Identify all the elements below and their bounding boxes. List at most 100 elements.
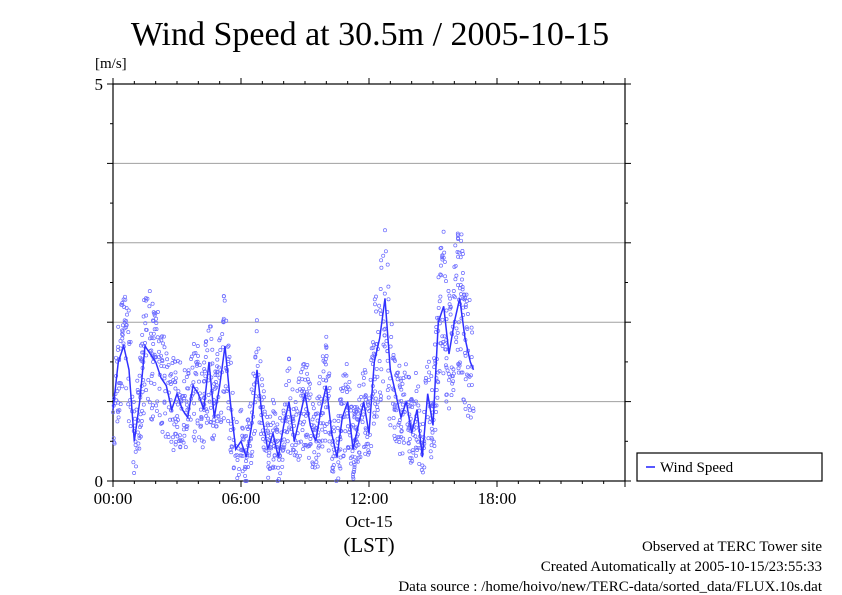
sample-point [220,345,225,350]
sample-point [408,456,413,461]
sample-point [249,387,254,392]
sample-point [464,299,469,304]
sample-point [338,398,343,402]
sample-point [433,427,438,432]
sample-point [294,453,299,458]
sample-point [192,429,197,434]
sample-point [135,430,140,435]
sample-point [254,350,259,355]
sample-point [343,382,348,387]
sample-point [444,308,449,313]
sample-point [138,425,142,430]
sample-point [377,359,382,364]
sample-point [230,445,234,450]
sample-point [455,347,460,352]
sample-point [414,453,418,458]
sample-point [413,434,418,439]
sample-point [173,442,178,447]
sample-point [366,452,371,457]
sample-point [451,289,456,293]
sample-point [448,374,453,379]
sample-point [400,402,405,407]
sample-point [298,439,303,444]
sample-point [126,330,131,335]
sample-point [177,393,182,398]
sample-point [327,373,331,378]
sample-point [226,419,231,423]
sample-point [456,320,461,325]
sample-point [150,417,154,422]
sample-point [436,305,441,310]
sample-point [408,403,413,408]
sample-point [302,362,307,366]
sample-point [406,374,411,379]
sample-point [189,354,194,359]
sample-point [361,412,366,417]
sample-point [285,368,290,373]
sample-point [254,329,259,334]
sample-point [449,393,454,398]
sample-point [368,377,373,382]
sample-point [435,395,440,400]
sample-point [165,432,170,437]
sample-point [151,342,156,346]
sample-point [444,365,449,370]
sample-point [392,406,397,411]
sample-point [215,373,220,378]
sample-point [461,397,466,402]
sample-point [440,257,445,262]
sample-point [202,367,207,372]
sample-point [383,228,387,233]
sample-point [175,434,180,439]
sample-point [227,436,232,441]
sample-point [470,330,475,335]
sample-point [426,436,431,441]
sample-point [324,354,329,358]
sample-point [285,439,290,444]
sample-point [396,422,401,427]
sample-point [414,389,419,394]
sample-point [339,401,343,406]
sample-point [322,424,327,428]
sample-point [149,380,154,385]
sample-point [373,396,378,401]
sample-point [456,237,461,241]
sample-point [462,292,467,297]
sample-point [203,355,208,359]
sample-point [293,443,298,447]
sample-point [288,396,293,401]
sample-point [377,303,382,308]
sample-point [429,455,434,460]
sample-point [244,479,249,483]
sample-point [211,417,216,422]
sample-point [281,408,286,413]
sample-point [361,376,366,380]
sample-point [247,404,252,409]
sample-point [265,415,270,419]
sample-point [400,451,405,456]
sample-point [265,434,270,439]
sample-point [212,433,217,438]
sample-point [336,476,341,481]
sample-point [171,356,176,361]
sample-point [116,415,121,420]
sample-point [386,284,391,289]
sample-point [111,436,116,441]
sample-point [326,448,331,453]
sample-point [367,396,372,401]
sample-point [115,408,120,413]
sample-point [372,414,377,419]
sample-point [382,333,387,338]
x-tick-label: 00:00 [94,489,133,508]
sample-point [215,419,220,424]
sample-point [111,410,116,415]
sample-point [308,381,312,386]
sample-point [114,355,118,360]
sample-point [215,364,220,369]
sample-point [336,460,341,465]
sample-point [116,344,121,349]
sample-point [221,318,226,323]
sample-point [154,321,159,325]
sample-point [250,449,255,454]
sample-point [338,466,343,471]
